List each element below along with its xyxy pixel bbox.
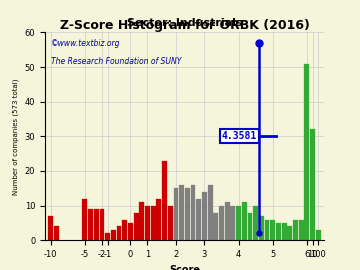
Bar [242, 202, 247, 240]
Title: Z-Score Histogram for ORBK (2016): Z-Score Histogram for ORBK (2016) [59, 19, 310, 32]
Bar [196, 199, 201, 240]
Bar [202, 192, 207, 240]
Bar [282, 223, 287, 240]
Bar [94, 209, 99, 240]
Bar [128, 223, 133, 240]
Bar [219, 206, 224, 240]
X-axis label: Score: Score [169, 265, 200, 270]
Text: The Research Foundation of SUNY: The Research Foundation of SUNY [50, 57, 181, 66]
Text: Sector: Industrials: Sector: Industrials [127, 18, 242, 28]
Bar [134, 212, 139, 240]
Bar [111, 230, 116, 240]
Bar [174, 188, 178, 240]
Bar [259, 216, 264, 240]
Bar [230, 206, 235, 240]
Bar [287, 227, 292, 240]
Bar [145, 206, 150, 240]
Text: 4.3581: 4.3581 [221, 131, 257, 141]
Bar [179, 185, 184, 240]
Bar [316, 230, 321, 240]
Bar [82, 199, 87, 240]
Bar [162, 161, 167, 240]
Bar [299, 220, 303, 240]
Bar [185, 188, 190, 240]
Bar [213, 212, 218, 240]
Bar [310, 129, 315, 240]
Bar [168, 206, 173, 240]
Bar [151, 206, 156, 240]
Bar [265, 220, 270, 240]
Bar [105, 233, 110, 240]
Bar [157, 199, 161, 240]
Bar [208, 185, 212, 240]
Text: ©www.textbiz.org: ©www.textbiz.org [50, 39, 120, 48]
Bar [236, 206, 241, 240]
Bar [248, 212, 252, 240]
Bar [253, 206, 258, 240]
Y-axis label: Number of companies (573 total): Number of companies (573 total) [13, 78, 19, 195]
Bar [99, 209, 104, 240]
Bar [117, 227, 121, 240]
Bar [88, 209, 93, 240]
Bar [225, 202, 230, 240]
Bar [48, 216, 53, 240]
Bar [139, 202, 144, 240]
Bar [191, 185, 195, 240]
Bar [270, 220, 275, 240]
Bar [293, 220, 298, 240]
Bar [122, 220, 127, 240]
Bar [276, 223, 281, 240]
Bar [305, 64, 309, 240]
Bar [54, 227, 59, 240]
